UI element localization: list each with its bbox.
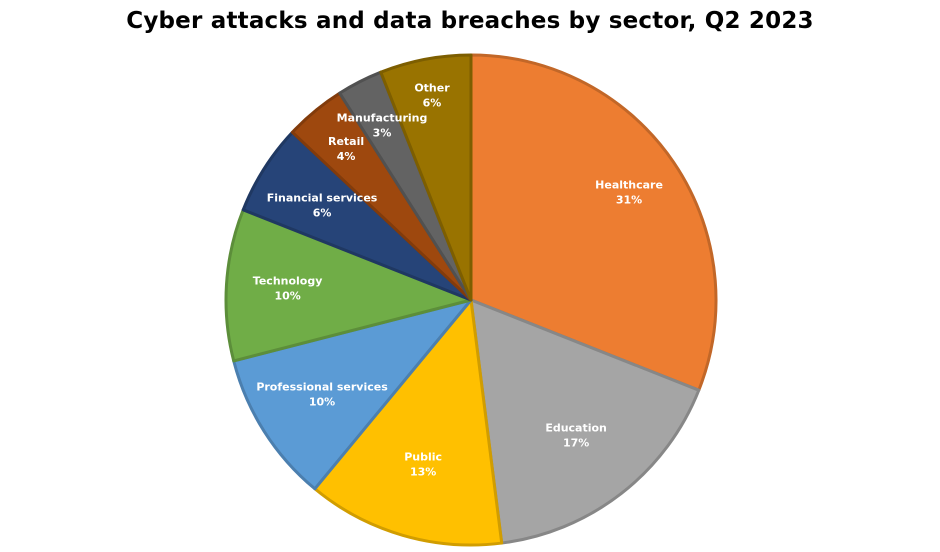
chart-title: Cyber attacks and data breaches by secto…: [126, 8, 814, 34]
data-label-healthcare: Healthcare 31%: [595, 179, 663, 207]
pie-slices: [224, 53, 718, 547]
data-label-retail: Retail 4%: [328, 135, 364, 163]
pie-slice-other: [379, 53, 473, 302]
data-label-manufacturing: Manufacturing 3%: [337, 111, 428, 139]
data-label-other: Other 6%: [414, 81, 450, 109]
data-label-technology: Technology 10%: [253, 274, 323, 302]
data-label-education: Education 17%: [545, 422, 607, 450]
pie-slice-healthcare: [469, 53, 718, 392]
pie-labels: Healthcare 31% Education 17% Public 13% Profes…: [253, 81, 663, 478]
data-label-financial-services: Financial services 6%: [267, 191, 378, 219]
pie-slice-education: [469, 298, 701, 545]
data-label-public: Public 13%: [404, 451, 442, 479]
pie-slice-technology: [224, 208, 473, 363]
pie-slice-public: [313, 298, 504, 547]
data-label-professional-services: Professional services 10%: [256, 381, 388, 409]
